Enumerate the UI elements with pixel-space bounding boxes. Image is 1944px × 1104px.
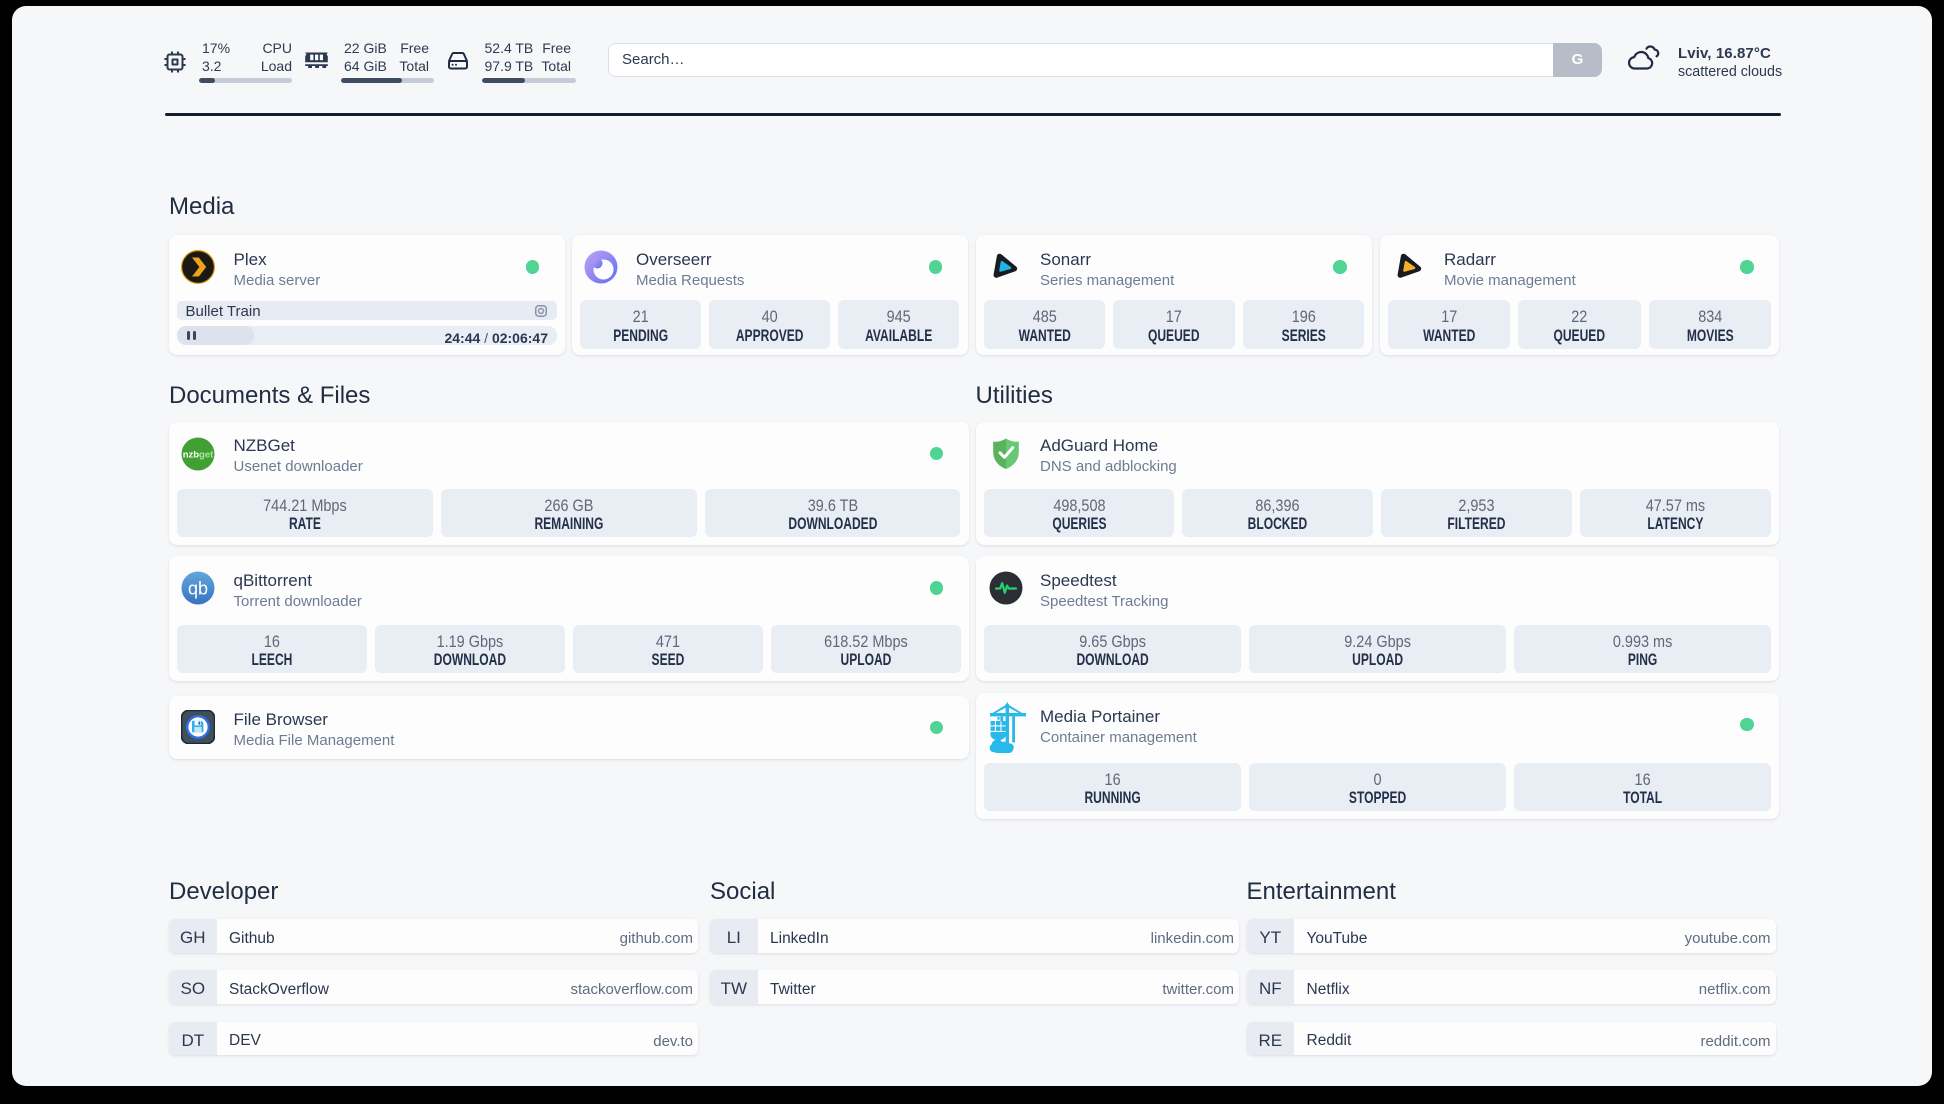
svg-text:nzbget: nzbget	[183, 449, 214, 460]
svg-text:qb: qb	[188, 579, 208, 599]
